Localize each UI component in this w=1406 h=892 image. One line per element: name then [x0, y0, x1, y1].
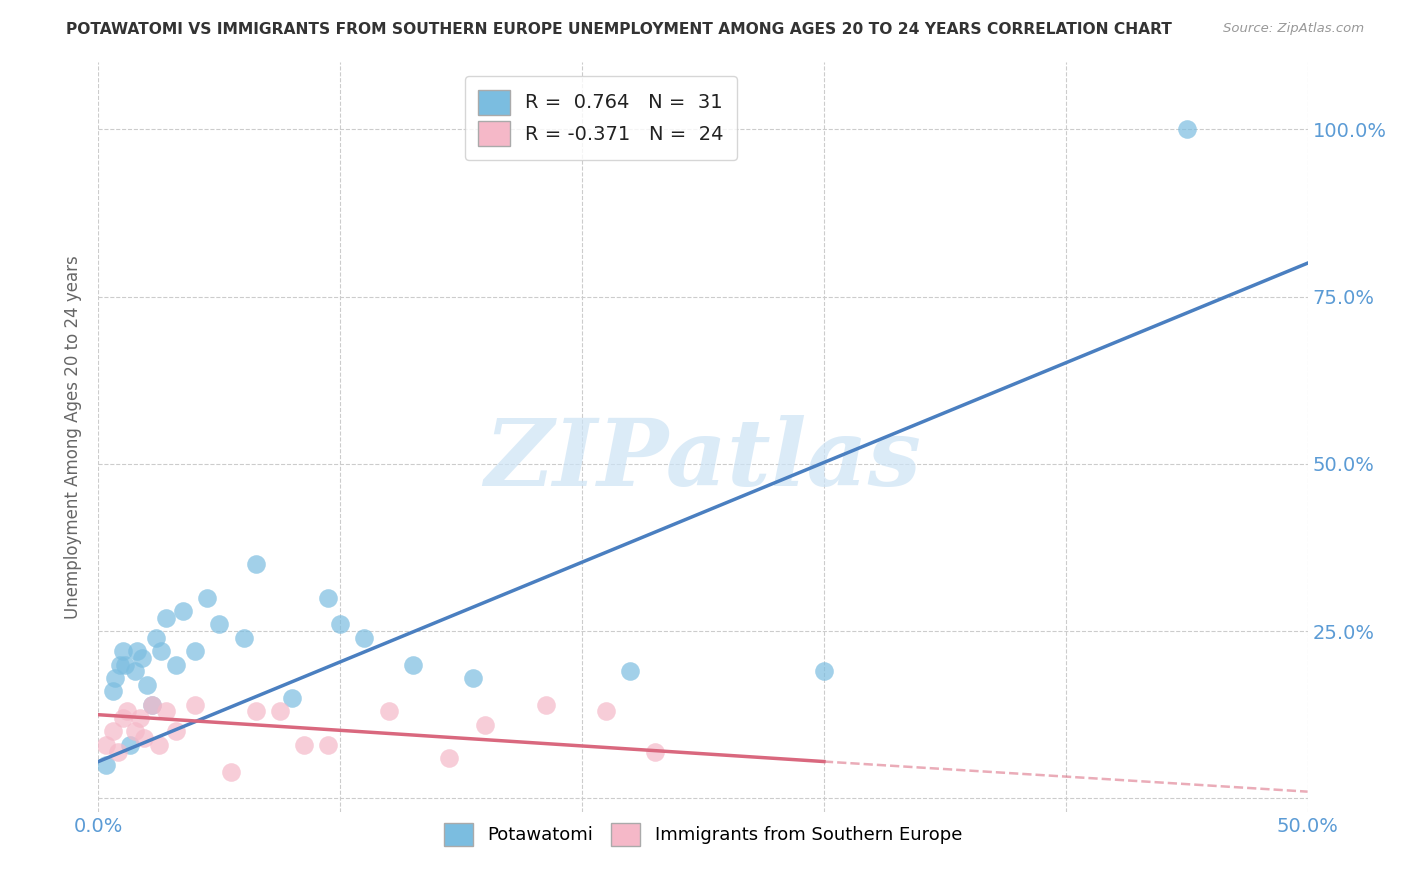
Point	[377, 705, 399, 719]
Point	[150, 644, 173, 658]
Point	[94, 758, 117, 772]
Point	[245, 557, 267, 572]
Point	[595, 705, 617, 719]
Point	[329, 617, 352, 632]
Point	[165, 724, 187, 739]
Point	[316, 738, 339, 752]
Point	[208, 617, 231, 632]
Point	[127, 644, 149, 658]
Point	[124, 664, 146, 679]
Point	[474, 717, 496, 731]
Point	[141, 698, 163, 712]
Point	[245, 705, 267, 719]
Point	[184, 644, 207, 658]
Point	[619, 664, 641, 679]
Point	[101, 684, 124, 698]
Point	[437, 751, 460, 765]
Point	[813, 664, 835, 679]
Point	[145, 631, 167, 645]
Point	[128, 711, 150, 725]
Point	[114, 657, 136, 672]
Text: POTAWATOMI VS IMMIGRANTS FROM SOUTHERN EUROPE UNEMPLOYMENT AMONG AGES 20 TO 24 Y: POTAWATOMI VS IMMIGRANTS FROM SOUTHERN E…	[66, 22, 1171, 37]
Point	[353, 631, 375, 645]
Point	[184, 698, 207, 712]
Point	[131, 651, 153, 665]
Point	[124, 724, 146, 739]
Point	[221, 764, 243, 779]
Point	[195, 591, 218, 605]
Point	[1175, 122, 1198, 136]
Point	[155, 705, 177, 719]
Point	[111, 644, 134, 658]
Point	[111, 711, 134, 725]
Point	[292, 738, 315, 752]
Point	[135, 678, 157, 692]
Point	[155, 611, 177, 625]
Point	[281, 691, 304, 706]
Point	[644, 744, 666, 758]
Point	[534, 698, 557, 712]
Point	[316, 591, 339, 605]
Point	[148, 738, 170, 752]
Text: ZIPatlas: ZIPatlas	[485, 415, 921, 505]
Point	[165, 657, 187, 672]
Point	[101, 724, 124, 739]
Point	[107, 744, 129, 758]
Point	[117, 705, 139, 719]
Y-axis label: Unemployment Among Ages 20 to 24 years: Unemployment Among Ages 20 to 24 years	[65, 255, 83, 619]
Legend: Potawatomi, Immigrants from Southern Europe: Potawatomi, Immigrants from Southern Eur…	[434, 814, 972, 855]
Point	[402, 657, 425, 672]
Point	[118, 738, 141, 752]
Point	[172, 604, 194, 618]
Point	[134, 731, 156, 746]
Point	[104, 671, 127, 685]
Point	[232, 631, 254, 645]
Point	[108, 657, 131, 672]
Point	[269, 705, 291, 719]
Text: Source: ZipAtlas.com: Source: ZipAtlas.com	[1223, 22, 1364, 36]
Point	[141, 698, 163, 712]
Point	[463, 671, 485, 685]
Point	[94, 738, 117, 752]
